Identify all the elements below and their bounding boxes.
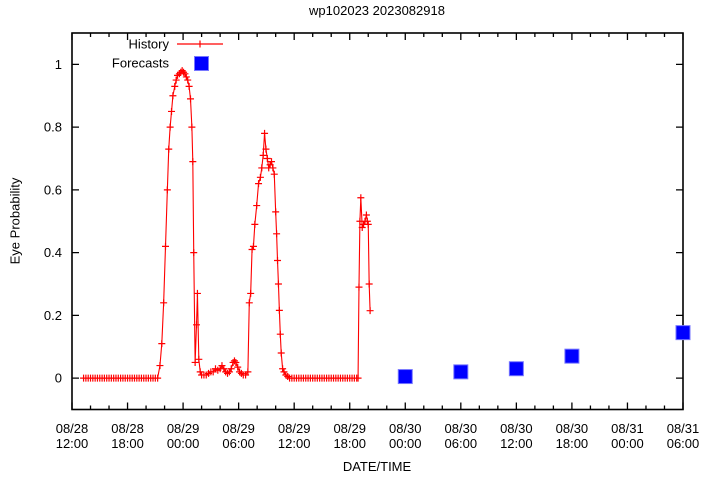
x-tick-label-time: 12:00 xyxy=(56,436,89,451)
x-tick-label-time: 18:00 xyxy=(111,436,144,451)
x-tick-label-date: 08/30 xyxy=(389,421,422,436)
y-tick-label: 1 xyxy=(55,57,62,72)
x-tick-label-time: 00:00 xyxy=(611,436,644,451)
x-tick-label-date: 08/29 xyxy=(278,421,311,436)
x-tick-label-date: 08/29 xyxy=(167,421,200,436)
legend-history-label: History xyxy=(129,37,170,52)
x-tick-label-time: 00:00 xyxy=(167,436,200,451)
y-tick-label: 0.6 xyxy=(44,182,62,197)
x-tick-label-date: 08/30 xyxy=(500,421,533,436)
x-tick-label-time: 06:00 xyxy=(222,436,255,451)
chart-title: wp102023 2023082918 xyxy=(309,3,445,18)
x-tick-label-time: 12:00 xyxy=(278,436,311,451)
history-markers xyxy=(80,67,374,382)
x-tick-label-time: 06:00 xyxy=(445,436,478,451)
x-tick-label-time: 00:00 xyxy=(389,436,422,451)
legend-forecasts-label: Forecasts xyxy=(112,56,170,71)
forecast-point xyxy=(508,361,524,377)
history-line xyxy=(83,69,371,379)
x-tick-label-date: 08/28 xyxy=(56,421,89,436)
plot-border xyxy=(71,32,684,411)
x-tick-label-date: 08/30 xyxy=(445,421,478,436)
x-axis-label: DATE/TIME xyxy=(342,459,412,474)
forecast-point xyxy=(397,369,413,385)
axis-ticks xyxy=(71,33,684,410)
x-tick-label-date: 08/31 xyxy=(667,421,700,436)
forecast-point xyxy=(675,325,691,341)
y-tick-label: 0.4 xyxy=(44,245,62,260)
y-tick-label: 0 xyxy=(55,371,62,386)
forecast-point xyxy=(564,348,580,364)
x-tick-label-date: 08/29 xyxy=(333,421,366,436)
x-tick-label-time: 12:00 xyxy=(500,436,533,451)
x-tick-label-date: 08/30 xyxy=(556,421,589,436)
y-tick-label: 0.2 xyxy=(44,308,62,323)
y-tick-label: 0.8 xyxy=(44,120,62,135)
forecast-point xyxy=(453,364,469,380)
x-tick-label-time: 06:00 xyxy=(667,436,700,451)
x-tick-label-date: 08/28 xyxy=(111,421,144,436)
legend-history-sample xyxy=(177,40,223,48)
x-tick-label-time: 18:00 xyxy=(556,436,589,451)
x-tick-label-time: 18:00 xyxy=(333,436,366,451)
x-tick-label-date: 08/31 xyxy=(611,421,644,436)
x-tick-label-date: 08/29 xyxy=(222,421,255,436)
legend-forecasts-sample xyxy=(194,56,209,71)
